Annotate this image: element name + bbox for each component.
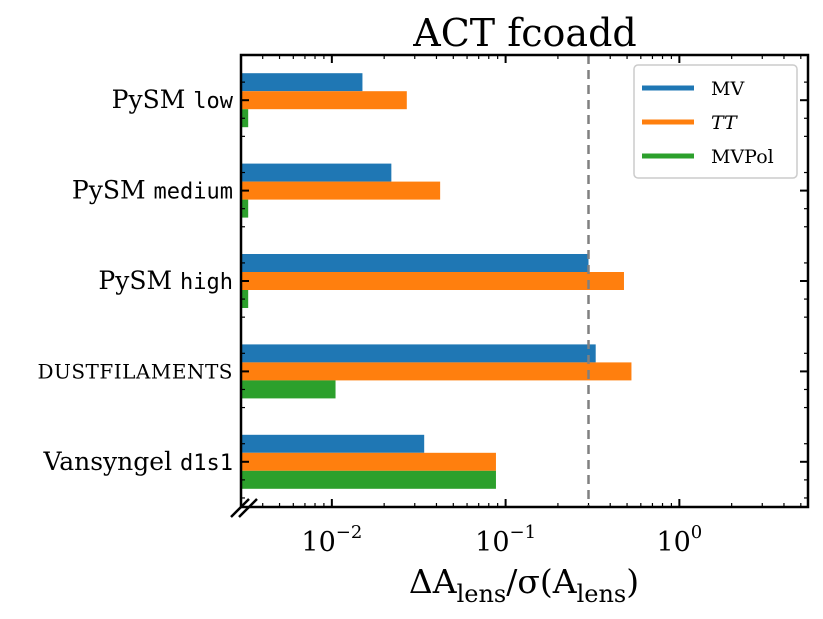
bar-mv-3 [241, 254, 589, 272]
bar-tt-2 [241, 181, 441, 200]
bar-mv-5 [241, 434, 425, 453]
bar-mvpol-5 [241, 470, 496, 489]
x-tick-labels: 10−2 10−1 100 [301, 522, 702, 558]
chart-title: ACT fcoadd [412, 11, 636, 55]
y-tick-label: PySM high [98, 266, 233, 295]
y-tick-label: DUSTFILAMENTS [37, 359, 233, 383]
bar-tt-3 [241, 272, 624, 290]
x-tick-label: 100 [656, 522, 702, 558]
legend-box [633, 64, 798, 179]
bar-tt-4 [241, 362, 632, 381]
y-tick-label: PySM low [112, 85, 234, 114]
legend: MV TT MVPol [633, 64, 798, 179]
bar-tt-1 [241, 91, 407, 110]
x-tick-label: 10−2 [301, 522, 362, 558]
y-tick-labels: PySM low PySM medium PySM high DUSTFILAMENT… [37, 85, 233, 476]
plot-frame [239, 53, 810, 509]
x-tick-label: 10−1 [475, 522, 536, 558]
bar-tt-5 [241, 452, 496, 471]
legend-label-tt: TT [711, 112, 738, 134]
legend-label-mvpol: MVPol [711, 146, 774, 168]
y-tick-label: PySM medium [72, 176, 233, 205]
x-axis-label: ΔAlens/σ(Alens) [409, 562, 639, 608]
bar-mv-2 [241, 163, 392, 182]
bar-mv-4 [241, 344, 596, 363]
bar-mvpol-4 [241, 380, 336, 399]
legend-label-mv: MV [711, 78, 744, 100]
bar-mv-1 [241, 73, 363, 92]
axis-break-marks [230, 498, 258, 518]
bars-group [241, 73, 632, 489]
y-tick-label: Vansyngel d1s1 [42, 447, 233, 476]
